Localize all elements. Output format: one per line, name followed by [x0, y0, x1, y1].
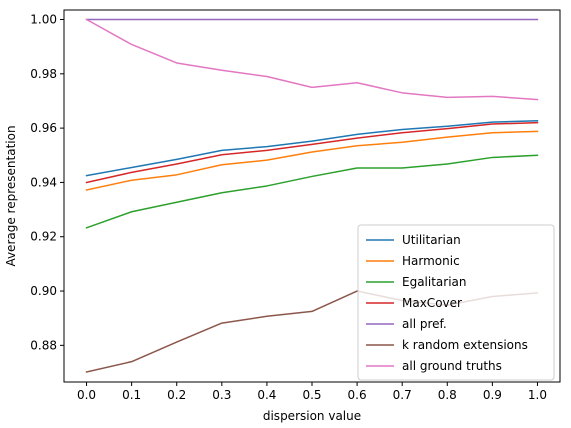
x-axis-label: dispersion value [263, 409, 361, 423]
x-tick-label: 0.1 [122, 388, 141, 402]
legend-label: Egalitarian [402, 275, 467, 289]
x-tick-label: 0.8 [438, 388, 457, 402]
y-axis-label: Average representation [4, 125, 18, 266]
x-tick-label: 1.0 [528, 388, 547, 402]
y-tick-label: 0.92 [30, 230, 57, 244]
series-line-all-ground-truths [85, 18, 539, 101]
x-tick-label: 0.4 [257, 388, 276, 402]
y-tick-label: 0.98 [30, 67, 57, 81]
legend-label: all pref. [402, 317, 447, 331]
legend-label: all ground truths [402, 359, 502, 373]
x-axis-ticks: 0.0 0.1 0.2 0.3 0.4 0.5 0.6 0.7 0.8 0.9 1.0 [77, 382, 547, 402]
x-tick-label: 0.7 [393, 388, 412, 402]
y-tick-label: 0.88 [30, 338, 57, 352]
x-tick-label: 0.9 [483, 388, 502, 402]
series-line-egalitarian [85, 154, 539, 229]
legend-box [357, 224, 555, 381]
x-tick-label: 0.3 [212, 388, 231, 402]
x-tick-label: 0.5 [302, 388, 321, 402]
series-line-utilitarian [85, 120, 539, 177]
series-line-harmonic [85, 130, 539, 191]
legend-label: k random extensions [402, 338, 528, 352]
x-tick-label: 0.0 [77, 388, 96, 402]
x-tick-label: 0.2 [167, 388, 186, 402]
x-tick-label: 0.6 [348, 388, 367, 402]
legend-label: Harmonic [402, 254, 460, 268]
legend-label: Utilitarian [402, 233, 461, 247]
legend-label: MaxCover [402, 296, 462, 310]
y-tick-label: 0.94 [30, 175, 57, 189]
y-tick-label: 0.90 [30, 284, 57, 298]
y-tick-label: 0.96 [30, 121, 57, 135]
y-tick-label: 1.00 [30, 13, 57, 27]
y-axis-ticks: 0.88 0.90 0.92 0.94 0.96 0.98 1.00 [30, 13, 64, 352]
series-line-maxcover [85, 121, 539, 184]
plot-frame [63, 9, 561, 383]
legend: Utilitarian Harmonic Egalitarian MaxCover al… [357, 224, 555, 381]
